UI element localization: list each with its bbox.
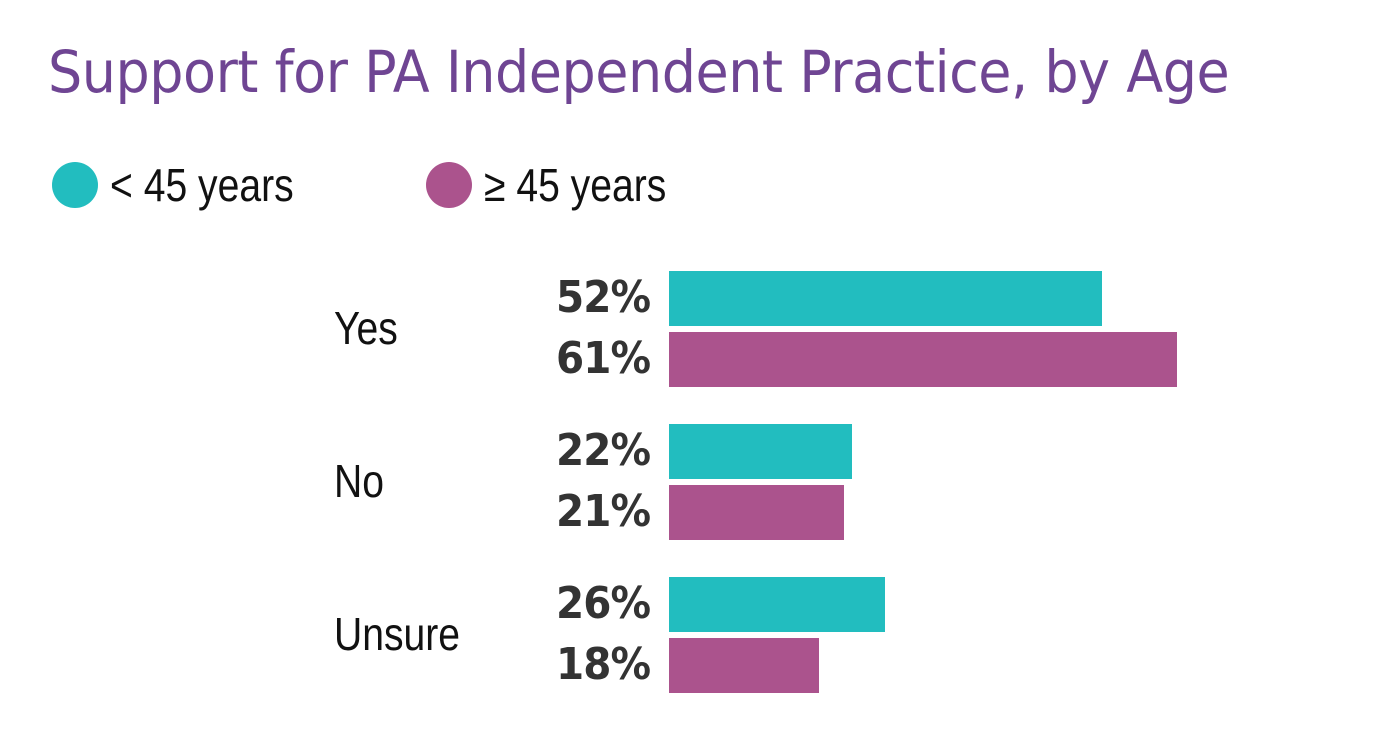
value-label: 18%: [556, 639, 651, 690]
category-label-yes: Yes: [334, 302, 398, 354]
legend-label: ≥ 45 years: [484, 159, 667, 211]
bar-no-over-45: [669, 485, 844, 540]
value-label: 61%: [556, 333, 651, 384]
legend-swatch-under-45: [52, 162, 98, 208]
legend-label: < 45 years: [110, 159, 294, 211]
value-label: 22%: [556, 425, 651, 476]
chart-title: Support for PA Independent Practice, by …: [48, 38, 1230, 106]
value-label: 52%: [556, 272, 651, 323]
legend: < 45 years ≥ 45 years: [52, 158, 799, 212]
value-label: 21%: [556, 486, 651, 537]
bar-yes-under-45: [669, 271, 1102, 326]
category-label-unsure: Unsure: [334, 608, 461, 660]
category-label-no: No: [334, 455, 384, 507]
bar-unsure-under-45: [669, 577, 885, 632]
bar-no-under-45: [669, 424, 852, 479]
bar-unsure-over-45: [669, 638, 819, 693]
bar-yes-over-45: [669, 332, 1177, 387]
value-label: 26%: [556, 578, 651, 629]
legend-item-under-45: < 45 years: [52, 158, 326, 212]
legend-item-over-45: ≥ 45 years: [426, 158, 698, 212]
legend-swatch-over-45: [426, 162, 473, 208]
